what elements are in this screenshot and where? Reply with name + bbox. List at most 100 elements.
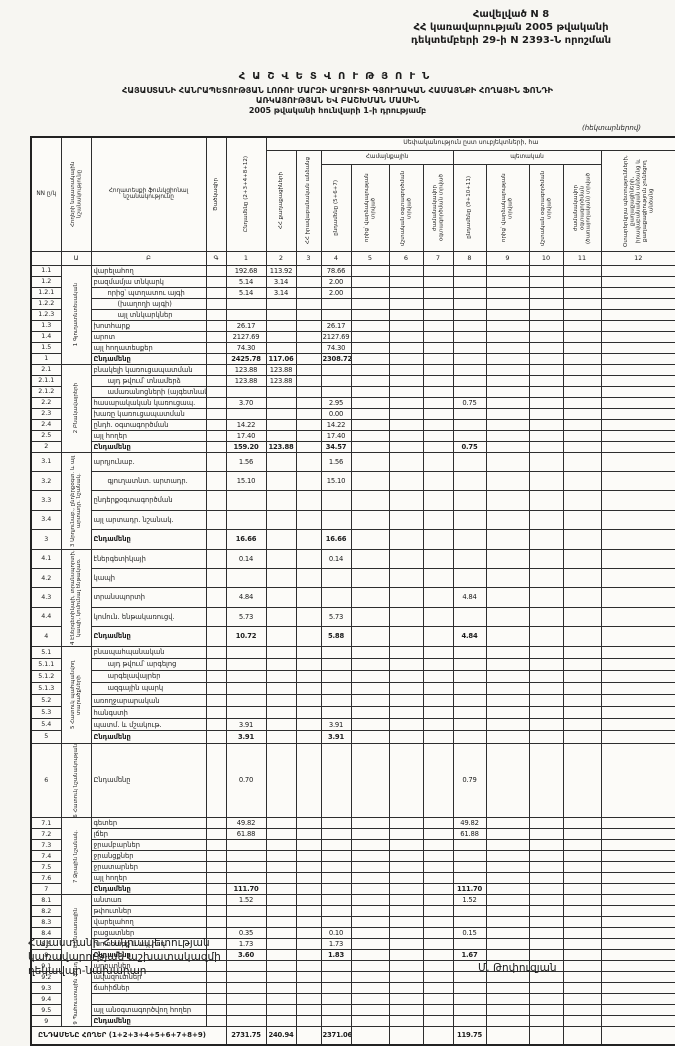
value-cell [452,938,487,951]
row-nn: 5.1 [30,645,62,659]
value-cell [422,319,454,332]
value-cell [295,385,322,398]
code-cell [205,490,227,511]
value-cell [422,669,454,683]
row-nn: 4.4 [30,606,62,628]
value-cell [422,949,454,962]
value-cell [422,363,454,376]
value-cell [422,828,454,841]
grand-total-value-c5 [350,1026,390,1046]
value-cell [452,363,487,376]
value-cell [600,385,675,398]
value-cell: 0.14 [225,548,267,569]
value-cell [600,861,675,874]
value-cell [388,681,424,696]
row-nn: 1.2.2 [30,297,62,310]
value-cell [452,319,487,332]
value-cell [295,587,322,608]
row-label [90,993,207,1006]
code-cell [205,286,227,299]
value-cell [485,706,530,720]
code-cell [205,883,227,896]
row-nn: 1.2 [30,275,62,288]
value-cell [350,645,390,659]
value-cell [562,960,602,973]
value-cell [295,718,322,732]
value-cell [265,470,297,492]
value-cell: 14.22 [225,418,267,431]
value-cell [350,567,390,589]
value-cell [350,1015,390,1028]
code-cell [205,861,227,874]
value-cell [265,587,297,608]
code-cell [205,396,227,409]
value-cell [422,894,454,907]
value-cell [452,657,487,671]
value-cell [225,861,267,874]
value-cell [225,916,267,929]
value-cell [600,1015,675,1028]
grand-total-value-c9 [485,1026,530,1046]
value-cell [422,872,454,885]
value-cell [388,385,424,398]
report-subject-line-2: ԱՌԿԱՅՈՒԹՅԱՆ ԵՎ ԲԱՇԽՄԱՆ ՄԱՍԻՆ [255,95,420,105]
value-cell [600,529,675,550]
value-cell [528,669,564,683]
value-cell [320,693,352,708]
code-cell [205,587,227,608]
value-cell [600,927,675,940]
row-label: էներգետիկայի [90,548,207,569]
row-label: վարելահող [90,916,207,929]
value-cell [422,264,454,277]
value-cell [295,363,322,376]
value-cell [265,606,297,628]
value-cell [485,385,530,398]
value-cell [320,363,352,376]
value-cell [528,1004,564,1017]
value-cell: 3.91 [225,718,267,732]
value-cell [350,330,390,343]
value-cell [295,509,322,531]
group-header-community: Համայնքային [320,149,454,165]
value-cell [485,418,530,431]
value-cell: 159.20 [225,440,267,453]
value-cell [600,993,675,1006]
value-cell [422,817,454,830]
value-cell [562,385,602,398]
row-nn: 5.4 [30,718,62,732]
value-cell [422,286,454,299]
row-label: Ընդամենը [90,1015,207,1028]
value-cell [452,429,487,442]
row-nn: 3 [30,529,62,550]
value-cell [295,451,322,472]
value-cell [265,429,297,442]
value-cell [320,960,352,973]
value-cell [350,718,390,732]
value-cell [388,1015,424,1028]
value-cell [265,730,297,744]
value-cell [485,490,530,511]
value-cell [562,706,602,720]
row-label: արդյունաբ. [90,451,207,472]
value-cell [350,626,390,647]
value-cell [485,927,530,940]
code-cell [205,330,227,343]
row-nn: 2 [30,440,62,453]
code-cell [205,429,227,442]
grand-total-value-c2: 240.94 [265,1026,297,1046]
grand-total-value-c3 [295,1026,322,1046]
value-cell [350,850,390,863]
col-header-c11: ժամանակավոր օգտագործման (ծառայողական) տր… [562,163,602,252]
value-cell [225,567,267,589]
value-cell: 1.52 [452,894,487,907]
grand-total-value-c10 [528,1026,564,1046]
value-cell [452,529,487,550]
value-cell [485,993,530,1006]
value-cell [600,681,675,696]
value-cell [485,916,530,929]
row-label: վարելահող [90,264,207,277]
value-cell [562,286,602,299]
value-cell [422,1015,454,1028]
value-cell: 5.88 [320,626,352,647]
appendix-line-3: դեկտեմբերի 29-ի N 2393-Ն որոշման [410,35,612,46]
